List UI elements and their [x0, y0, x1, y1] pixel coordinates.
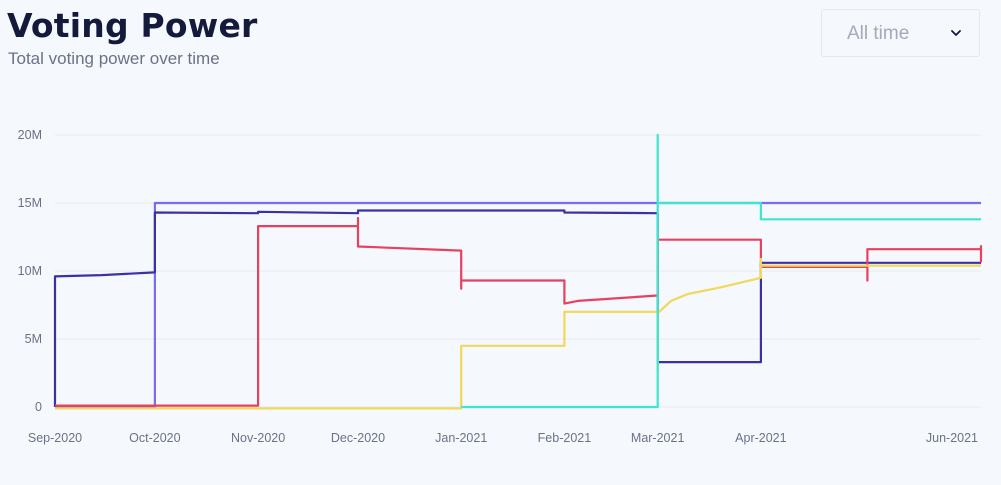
x-tick-label: Nov-2020: [231, 431, 285, 445]
time-range-value: All time: [847, 23, 910, 44]
y-axis-ticks: 0 5M 10M 15M 20M: [18, 128, 42, 414]
y-tick-label: 5M: [25, 332, 42, 346]
y-tick-label: 20M: [18, 128, 42, 142]
x-tick-label: Jan-2021: [435, 431, 487, 445]
y-tick-label: 15M: [18, 196, 42, 210]
y-tick-label: 10M: [18, 264, 42, 278]
series-line-1: [55, 201, 981, 409]
x-tick-label: Jun-2021: [926, 431, 978, 445]
x-tick-label: Sep-2020: [28, 431, 82, 445]
x-tick-label: Oct-2020: [129, 431, 180, 445]
x-tick-label: Mar-2021: [631, 431, 685, 445]
x-tick-label: Feb-2021: [538, 431, 592, 445]
chevron-down-icon: [951, 30, 961, 36]
x-axis-ticks: Sep-2020 Oct-2020 Nov-2020 Dec-2020 Jan-2021…: [28, 431, 978, 445]
x-tick-label: Dec-2020: [331, 431, 385, 445]
time-range-select[interactable]: All time: [821, 9, 980, 57]
page-title: Voting Power: [7, 6, 258, 45]
series-line-2: [53, 209, 981, 407]
series-line-5: [461, 133, 981, 409]
series-layer: [53, 133, 983, 410]
x-tick-label: Apr-2021: [735, 431, 786, 445]
page-subtitle: Total voting power over time: [8, 49, 220, 68]
y-tick-label: 0: [35, 400, 42, 414]
series-line-3: [55, 216, 983, 407]
grid-layer: [55, 134, 981, 408]
